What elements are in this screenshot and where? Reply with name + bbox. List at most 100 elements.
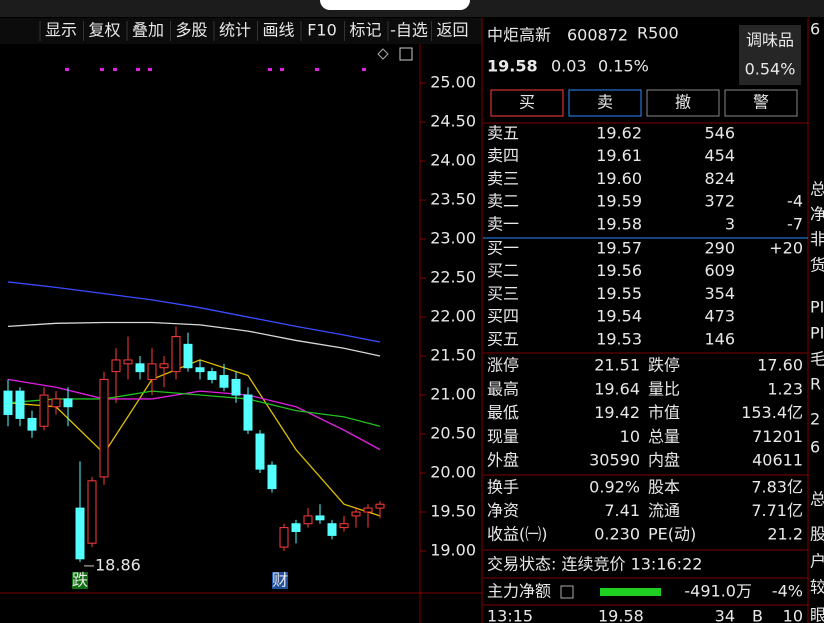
y-tick-label: 19.00: [430, 541, 476, 560]
book-label: 卖五: [487, 124, 519, 143]
candle-body: [111, 359, 121, 373]
trade-button[interactable]: [568, 89, 642, 117]
book-volume: 824: [704, 169, 735, 188]
stat-label: 现量: [487, 427, 519, 446]
stat-label: 最低: [487, 403, 519, 422]
tick-volume: 34: [715, 607, 735, 623]
tick-price: 19.58: [598, 607, 644, 623]
candle-body: [15, 390, 25, 419]
candle-body: [87, 480, 97, 544]
candle-body: [39, 394, 49, 427]
trade-button-label[interactable]: 警: [753, 93, 769, 112]
side-text: 6: [810, 20, 820, 39]
trade-button-label[interactable]: 卖: [597, 93, 613, 112]
toolbar-button[interactable]: 复权: [88, 21, 120, 40]
y-tick-label: 20.00: [430, 463, 476, 482]
y-tick-label: 21.00: [430, 385, 476, 404]
stat-value: 21.2: [767, 525, 803, 544]
side-text: 总: [810, 180, 824, 199]
toolbar-button[interactable]: 画线: [262, 21, 294, 40]
book-volume: 546: [704, 124, 735, 143]
stat-value: 0.92%: [589, 478, 640, 497]
flow-icon: [560, 585, 574, 599]
toolbar-button[interactable]: 多股: [175, 21, 207, 40]
candle-body: [279, 527, 289, 548]
toolbar-button[interactable]: 返回: [436, 21, 468, 40]
badge: 跌: [72, 571, 88, 590]
y-tick-label: 20.50: [430, 424, 476, 443]
y-tick-label: 22.00: [430, 307, 476, 326]
stat-label: 净资: [487, 501, 519, 520]
y-tick-label: 21.50: [430, 346, 476, 365]
sector-change: 0.54%: [745, 60, 796, 79]
trade-button[interactable]: [646, 89, 720, 117]
book-price: 19.53: [596, 329, 642, 348]
y-tick-label: 24.50: [430, 112, 476, 131]
toolbar-button[interactable]: 标记: [349, 21, 381, 40]
icon[interactable]: [377, 48, 389, 60]
trade-status: 交易状态: 连续竞价 13:16:22: [487, 555, 702, 574]
search-box[interactable]: [320, 0, 470, 10]
last-price: 19.58: [487, 57, 538, 76]
sector-box[interactable]: [739, 25, 801, 85]
tick-time: 13:15: [487, 607, 533, 623]
stock-badge: R500: [637, 24, 679, 43]
toolbar-button[interactable]: 叠加: [132, 21, 164, 40]
book-price: 19.56: [596, 261, 642, 280]
sector-name: 调味品: [746, 31, 794, 50]
book-label: 卖二: [487, 192, 519, 211]
side-text: PI: [810, 324, 824, 343]
candle-body: [207, 371, 217, 380]
book-volume: 372: [704, 192, 735, 211]
toolbar-button[interactable]: F10: [307, 21, 337, 40]
stat-value: 71201: [752, 427, 803, 446]
book-label: 卖一: [487, 214, 519, 233]
side-text: 户: [810, 552, 824, 571]
badge: 财: [272, 571, 288, 590]
signal-dots: [65, 68, 366, 71]
toolbar-button[interactable]: -自选: [390, 21, 428, 40]
book-price: 19.60: [596, 169, 642, 188]
badge-bg: [72, 572, 88, 589]
candle-body: [267, 464, 277, 490]
book-volume: 473: [704, 307, 735, 326]
price-change-pct: 0.15%: [598, 57, 649, 76]
candle-body: [183, 343, 193, 369]
book-label: 卖三: [487, 169, 519, 188]
trade-button-label[interactable]: 撤: [675, 93, 691, 112]
icon[interactable]: [399, 47, 413, 61]
toolbar-button[interactable]: 统计: [219, 21, 251, 40]
candle-body: [315, 515, 325, 521]
candle-body: [195, 367, 205, 373]
side-text: PI: [810, 298, 824, 317]
candle-body: [159, 363, 169, 369]
candle-body: [171, 336, 181, 373]
stat-label: 内盘: [648, 451, 680, 470]
stat-label: 最高: [487, 379, 519, 398]
candle-body: [123, 359, 133, 365]
candle-body: [135, 363, 145, 373]
book-delta: -4: [787, 192, 803, 211]
toolbar-button[interactable]: 显示: [45, 21, 77, 40]
book-label: 买四: [487, 307, 519, 326]
book-delta: +20: [769, 239, 803, 258]
stat-label: 跌停: [648, 356, 680, 375]
side-text: 眼: [810, 606, 824, 623]
trade-button[interactable]: [490, 89, 564, 117]
trade-button-label[interactable]: 买: [519, 93, 535, 112]
book-volume: 454: [704, 146, 735, 165]
y-tick-label: 24.00: [430, 151, 476, 170]
side-text: 净: [810, 205, 824, 224]
candle-body: [351, 511, 361, 517]
candle-body: [51, 398, 61, 408]
stat-label: 流通: [648, 501, 680, 520]
candle-body: [3, 390, 13, 416]
moving-average: [7, 281, 381, 343]
candle-body: [99, 378, 109, 478]
trade-button[interactable]: [724, 89, 798, 117]
side-text: 总: [810, 490, 824, 509]
stat-value: 19.42: [594, 403, 640, 422]
toolbar: [0, 18, 482, 44]
book-label: 买二: [487, 261, 519, 280]
